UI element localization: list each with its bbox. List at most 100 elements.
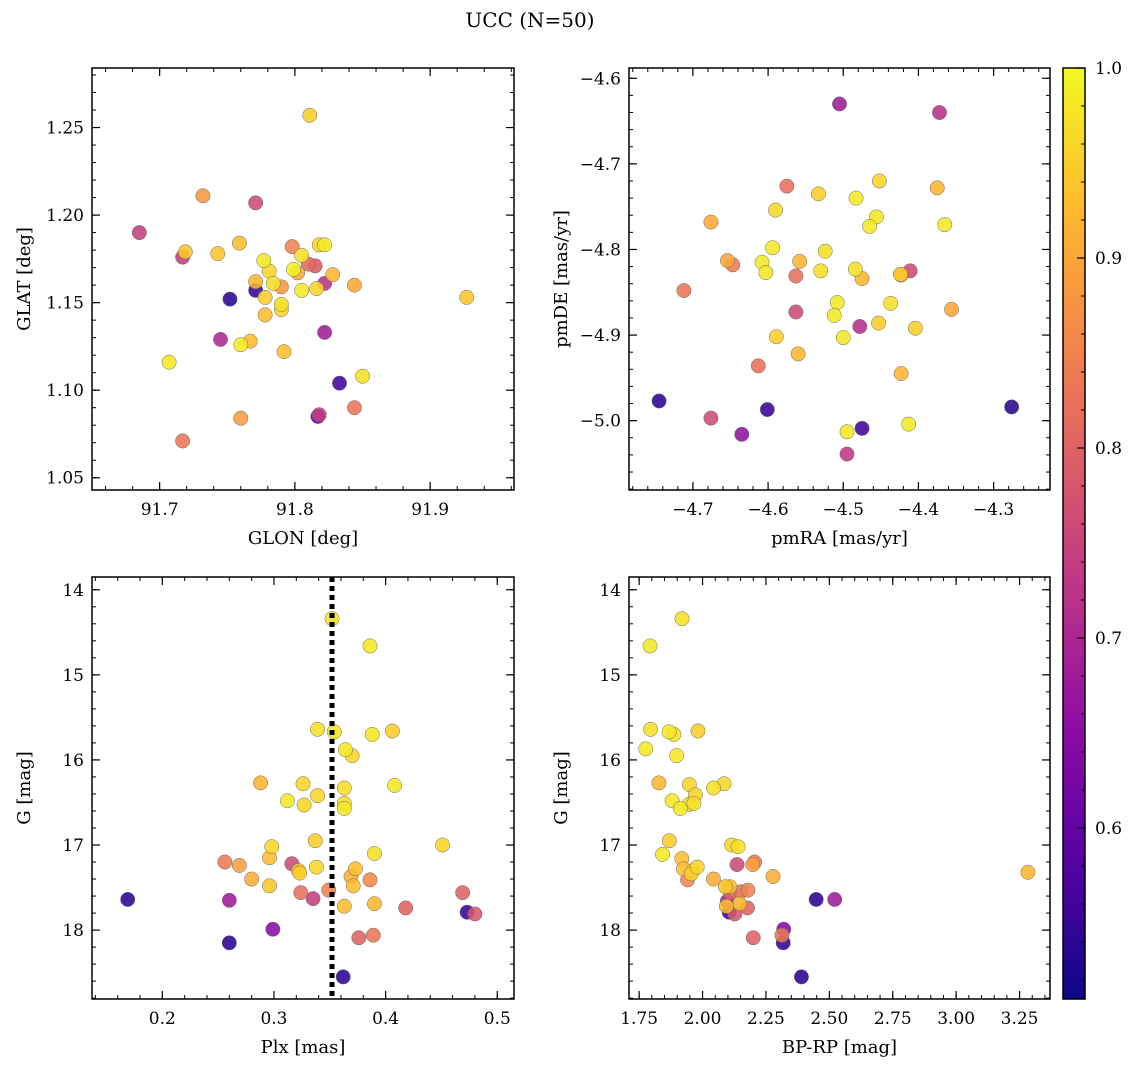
minor-ticks xyxy=(92,68,514,490)
y-tick-label: 1.15 xyxy=(46,294,84,314)
scatter-point xyxy=(765,869,781,884)
scatter-point xyxy=(256,253,272,269)
scatter-point xyxy=(265,921,281,937)
x-tick-label: 0.5 xyxy=(484,1009,511,1029)
y-tick-label: −4.7 xyxy=(580,155,621,175)
scatter-point xyxy=(740,882,756,898)
scatter-point xyxy=(366,846,382,861)
scatter-point xyxy=(294,282,310,298)
x-axis-label: BP-RP [mag] xyxy=(782,1037,897,1058)
scatter-point xyxy=(345,878,361,894)
scatter-point xyxy=(355,368,370,384)
scatter-point xyxy=(730,839,746,855)
scatter-point xyxy=(839,424,855,440)
y-axis-label: GLAT [deg] xyxy=(14,227,35,331)
scatter-point xyxy=(284,239,300,255)
scatter-point xyxy=(758,265,774,281)
x-tick-label: 2.00 xyxy=(684,1009,722,1029)
scatter-point xyxy=(346,277,362,293)
axes-frame xyxy=(91,67,515,491)
scatter-point xyxy=(638,741,654,757)
scatter-point xyxy=(253,775,269,791)
x-tick-label: −4.6 xyxy=(747,500,788,520)
scatter-point xyxy=(325,267,341,283)
y-tick-label: 1.25 xyxy=(46,119,84,139)
scatter-point xyxy=(262,878,277,894)
colorbar-tick-label: 0.7 xyxy=(1095,629,1122,649)
scatter-point xyxy=(305,891,321,907)
x-tick-label: 1.75 xyxy=(620,1009,658,1029)
scatter-point xyxy=(883,295,899,311)
y-tick-label: −4.8 xyxy=(580,240,621,260)
x-tick-label: 91.7 xyxy=(141,500,179,520)
scatter-point xyxy=(643,721,659,737)
scatter-point xyxy=(296,797,312,813)
minor-ticks xyxy=(629,68,1050,490)
scatter-point xyxy=(365,927,381,943)
scatter-point xyxy=(937,217,953,233)
y-tick-label: 15 xyxy=(62,666,84,686)
scatter-point xyxy=(871,173,887,189)
scatter-point xyxy=(745,930,761,946)
scatter-point xyxy=(332,375,347,391)
scatter-point xyxy=(768,202,784,218)
x-tick-label: −4.5 xyxy=(823,500,864,520)
scatter-point xyxy=(346,400,362,416)
y-tick-label: 17 xyxy=(599,836,621,856)
scatter-point xyxy=(669,748,685,764)
scatter-point xyxy=(852,319,868,334)
scatter-point xyxy=(336,780,352,796)
scatter-point xyxy=(362,872,378,888)
scatter-point xyxy=(706,871,721,887)
scatter-point xyxy=(310,788,325,804)
scatter-point xyxy=(195,188,211,204)
colorbar: 0.6 0.7 0.8 0.9 1.0 xyxy=(1062,59,1122,1000)
scatter-point xyxy=(175,433,191,449)
scatter-point xyxy=(233,337,249,353)
scatter-point xyxy=(759,402,775,417)
scatter-point xyxy=(720,253,735,269)
scatter-point xyxy=(848,190,864,206)
x-axis-label: GLON [deg] xyxy=(248,528,358,549)
y-tick-label: 1.20 xyxy=(46,206,84,226)
x-tick-label: 91.8 xyxy=(276,500,314,520)
scatter-point xyxy=(765,240,781,256)
scatter-point xyxy=(892,266,908,282)
scatter-point xyxy=(788,268,804,284)
scatter-point xyxy=(309,281,324,297)
scatter-point xyxy=(364,726,380,742)
scatter-point xyxy=(813,263,829,279)
scatter-point xyxy=(276,344,292,360)
scatter-point xyxy=(847,261,863,277)
scatter-point xyxy=(265,275,281,291)
scatter-point xyxy=(161,354,177,370)
x-axis-label: pmRA [mas/yr] xyxy=(771,528,908,549)
x-axis-label: Plx [mas] xyxy=(261,1037,346,1058)
scatter-point xyxy=(827,892,843,907)
scatter-point xyxy=(351,930,367,946)
colorbar-frame xyxy=(1062,67,1086,1000)
scatter-point xyxy=(1004,399,1020,415)
scatter-point xyxy=(686,795,702,811)
y-tick-label: −4.6 xyxy=(580,69,621,89)
y-axis-label: pmDE [mas/yr] xyxy=(551,210,572,348)
y-tick-label: 14 xyxy=(62,581,84,601)
scatter-point xyxy=(676,283,692,299)
y-tick-label: −5.0 xyxy=(580,412,621,432)
scatter-point xyxy=(661,833,677,849)
scatter-point xyxy=(901,416,917,432)
scatter-point xyxy=(893,366,909,382)
scatter-point xyxy=(729,857,745,873)
scatter-point xyxy=(690,723,706,739)
scatter-point xyxy=(862,218,878,234)
scatter-point xyxy=(286,261,301,277)
scatter-point xyxy=(672,800,688,816)
axes-frame xyxy=(628,67,1051,491)
colorbar-gradient xyxy=(1063,68,1085,999)
scatter-point xyxy=(362,638,378,654)
axes-frame xyxy=(91,576,515,1000)
scatter-point xyxy=(811,186,826,202)
scatter-point xyxy=(248,195,264,211)
scatter-point xyxy=(435,837,451,853)
